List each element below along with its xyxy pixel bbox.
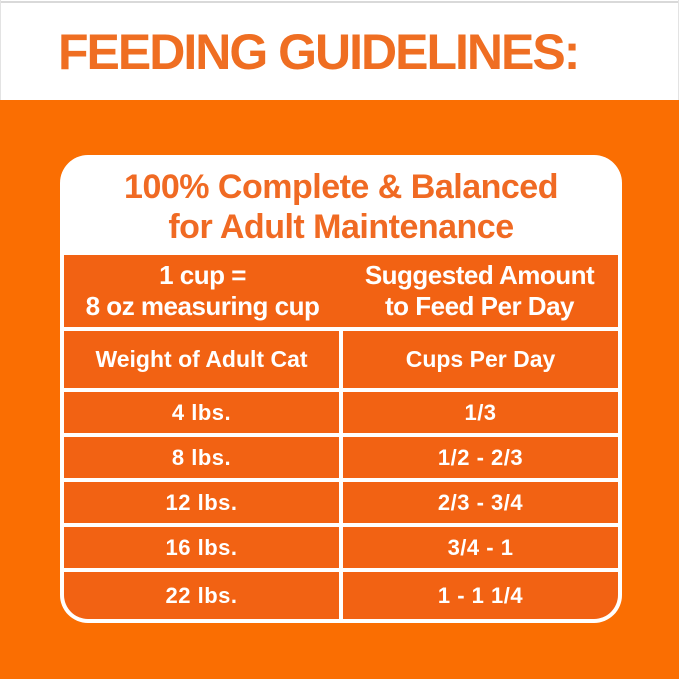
cups-cell: 1/3: [343, 392, 618, 433]
table-row: 8 lbs. 1/2 - 2/3: [64, 437, 618, 478]
cup-measure-note: 1 cup = 8 oz measuring cup: [64, 255, 341, 327]
cups-column-header: Cups Per Day: [343, 331, 618, 388]
weight-cell: 16 lbs.: [64, 527, 339, 568]
cup-measure-note-line2: 8 oz measuring cup: [85, 291, 320, 321]
table-row: 12 lbs. 2/3 - 3/4: [64, 482, 618, 523]
table-title-line1: 100% Complete & Balanced: [124, 168, 558, 206]
feeding-table-card: 100% Complete & Balanced for Adult Maint…: [60, 155, 622, 623]
table-row: 22 lbs. 1 - 1 1/4: [64, 572, 618, 619]
cup-measure-note-line1: 1 cup =: [159, 260, 246, 290]
weight-cell: 8 lbs.: [64, 437, 339, 478]
weight-cell: 22 lbs.: [64, 572, 339, 619]
orange-panel: 100% Complete & Balanced for Adult Maint…: [0, 100, 679, 679]
headline-strip: FEEDING GUIDELINES:: [0, 0, 679, 100]
top-hairline: [0, 1, 679, 3]
left-hairline: [0, 0, 1, 100]
weight-column-header: Weight of Adult Cat: [64, 331, 339, 388]
weight-cell: 12 lbs.: [64, 482, 339, 523]
page-title: FEEDING GUIDELINES:: [58, 24, 580, 80]
cups-cell: 2/3 - 3/4: [343, 482, 618, 523]
table-row: 16 lbs. 3/4 - 1: [64, 527, 618, 568]
table-title-line2: for Adult Maintenance: [168, 208, 514, 246]
column-header-row: Weight of Adult Cat Cups Per Day: [64, 331, 618, 388]
feeding-table: 100% Complete & Balanced for Adult Maint…: [64, 159, 618, 619]
suggested-amount-line1: Suggested Amount: [364, 260, 595, 290]
suggested-amount-line2: to Feed Per Day: [384, 291, 575, 321]
cups-cell: 1/2 - 2/3: [343, 437, 618, 478]
cups-cell: 3/4 - 1: [343, 527, 618, 568]
suggested-amount-header: Suggested Amount to Feed Per Day: [341, 255, 618, 327]
table-row: 4 lbs. 1/3: [64, 392, 618, 433]
table-header-band: 1 cup = 8 oz measuring cup Suggested Amo…: [64, 255, 618, 327]
cups-cell: 1 - 1 1/4: [343, 572, 618, 619]
table-title: 100% Complete & Balanced for Adult Maint…: [64, 159, 618, 255]
weight-cell: 4 lbs.: [64, 392, 339, 433]
